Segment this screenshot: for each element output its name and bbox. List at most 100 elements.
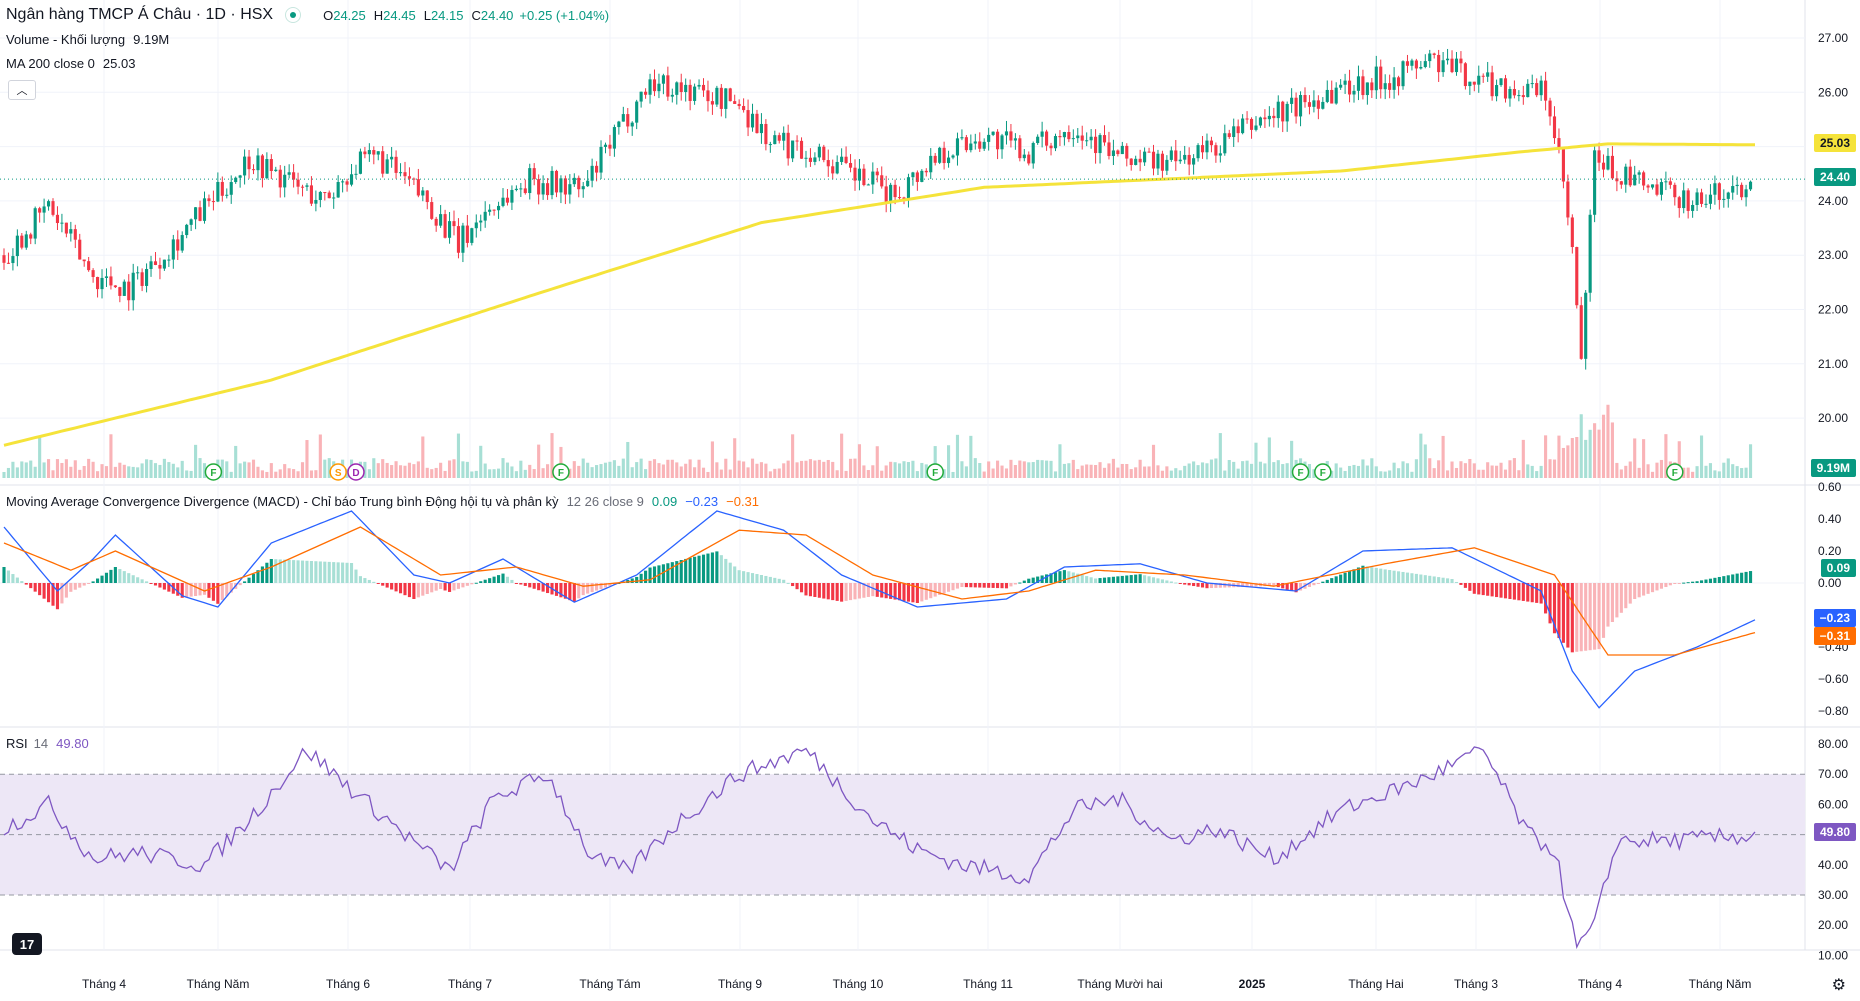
- tradingview-logo[interactable]: 17: [12, 933, 42, 955]
- macd-histogram-bar: [661, 564, 665, 583]
- volume-bar: [1249, 463, 1254, 478]
- macd-histogram-bar: [568, 583, 572, 601]
- macd-histogram-bar: [1151, 577, 1156, 583]
- time-axis-label: Tháng 3: [1454, 977, 1498, 991]
- macd-histogram-bar: [1535, 583, 1539, 603]
- candle-body: [1374, 66, 1378, 91]
- rsi-legend[interactable]: RSI 14 49.80: [6, 736, 89, 751]
- volume-bar: [973, 458, 977, 478]
- volume-bar: [1677, 441, 1681, 478]
- macd-line-value: −0.23: [685, 494, 719, 509]
- candle-body: [1584, 292, 1588, 359]
- volume-bar: [750, 458, 755, 478]
- candle-body: [510, 189, 514, 203]
- candle-body: [390, 156, 394, 160]
- macd-histogram-bar: [1695, 581, 1699, 583]
- volume-bar: [675, 462, 679, 478]
- candle-body: [1450, 58, 1454, 73]
- time-axis-label: Tháng 9: [718, 977, 762, 991]
- macd-histogram-bar: [69, 583, 73, 592]
- candle-body: [1740, 184, 1744, 198]
- macd-histogram-bar: [1744, 571, 1748, 583]
- price-axis-tick: 21.00: [1818, 357, 1848, 371]
- macd-histogram-bar: [670, 562, 674, 583]
- volume-bar: [791, 434, 795, 478]
- macd-histogram-bar: [474, 582, 478, 584]
- volume-bar: [91, 461, 95, 478]
- candle-body: [1628, 166, 1632, 186]
- candle-body: [559, 178, 563, 193]
- candle-body: [118, 287, 122, 296]
- volume-bar: [403, 465, 407, 478]
- macd-histogram-bar: [1405, 572, 1410, 583]
- candle-body: [1272, 115, 1276, 119]
- symbol-title[interactable]: Ngân hàng TMCP Á Châu · 1D · HSX: [6, 6, 274, 23]
- macd-histogram-bar: [1606, 583, 1610, 627]
- macd-histogram-bar: [688, 557, 692, 583]
- volume-bar: [1428, 458, 1432, 478]
- macd-histogram-bar: [938, 583, 942, 595]
- candle-body: [1646, 185, 1650, 188]
- macd-histogram-bar: [1245, 583, 1249, 587]
- market-status-icon[interactable]: [285, 7, 302, 23]
- volume-bar: [822, 461, 826, 478]
- volume-bar: [1419, 433, 1423, 478]
- collapse-legend-button[interactable]: ︿: [8, 80, 36, 100]
- macd-histogram-bar: [96, 578, 100, 583]
- volume-bar: [412, 464, 416, 478]
- candle-body: [786, 132, 790, 159]
- volume-bar: [1040, 460, 1044, 478]
- candle-body: [1677, 197, 1681, 209]
- volume-bar: [1704, 465, 1708, 478]
- candle-body: [1049, 145, 1053, 149]
- candle-body: [1241, 118, 1245, 134]
- candle-body: [599, 146, 603, 173]
- macd-histogram-bar: [1334, 576, 1338, 583]
- price-axis-tick: 27.00: [1818, 31, 1848, 45]
- volume-bar: [906, 462, 911, 478]
- macd-histogram-bar: [501, 573, 505, 583]
- rsi-length: 14: [33, 736, 49, 751]
- candle-body: [1682, 190, 1686, 209]
- volume-bar: [706, 471, 710, 478]
- candle-body: [1040, 131, 1044, 137]
- volume-bar: [180, 460, 184, 478]
- gear-icon[interactable]: ⚙: [1831, 977, 1846, 994]
- volume-bar: [693, 467, 697, 478]
- candle-body: [314, 199, 318, 204]
- candle-body: [969, 143, 973, 151]
- macd-histogram-bar: [1379, 568, 1383, 583]
- rsi-tag: 49.80: [1813, 823, 1856, 841]
- macd-histogram-bar: [243, 581, 247, 583]
- macd-histogram-bar: [1477, 583, 1481, 595]
- macd-histogram-bar: [942, 583, 946, 594]
- macd-histogram-bar: [256, 570, 260, 583]
- candle-body: [639, 91, 643, 102]
- volume-bar: [848, 458, 853, 478]
- candle-body: [1281, 101, 1285, 122]
- macd-histogram-bar: [1686, 582, 1690, 584]
- candle-body: [755, 113, 759, 134]
- ma-legend[interactable]: MA 200 close 0 25.03: [6, 56, 135, 71]
- candle-body: [817, 146, 821, 158]
- candle-body: [728, 88, 732, 102]
- candle-body: [951, 155, 955, 158]
- volume-bar: [857, 444, 862, 478]
- volume-bar: [519, 460, 523, 478]
- candle-body: [189, 219, 193, 225]
- volume-legend[interactable]: Volume - Khối lượng 9.19M: [6, 32, 169, 47]
- volume-bar: [1717, 471, 1721, 478]
- volume-bar: [608, 461, 612, 478]
- candle-body: [822, 146, 826, 161]
- macd-histogram-bar: [1468, 583, 1472, 591]
- candle-body: [1454, 58, 1459, 73]
- macd-histogram-bar: [274, 559, 278, 583]
- candle-body: [243, 156, 247, 176]
- macd-legend[interactable]: Moving Average Convergence Divergence (M…: [6, 494, 759, 509]
- candle-body: [1312, 100, 1316, 107]
- macd-histogram-bar: [1125, 575, 1129, 583]
- macd-histogram-bar: [835, 583, 839, 601]
- candle-body: [973, 141, 977, 144]
- macd-histogram-bar: [363, 578, 367, 583]
